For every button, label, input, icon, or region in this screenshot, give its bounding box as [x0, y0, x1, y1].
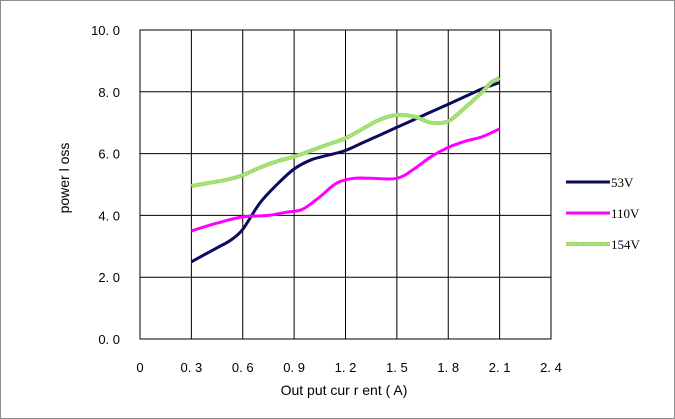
x-tick-label: 0. 9 [283, 360, 305, 375]
x-tick-label: 2. 4 [540, 360, 562, 375]
y-tick-label: 0. 0 [98, 332, 120, 347]
series-line-53v [190, 81, 501, 264]
x-tick-labels: 0 0. 3 0. 6 0. 9 1. 2 1. 5 1. 8 2. 1 2. 4 [136, 360, 561, 375]
y-tick-label: 4. 0 [98, 208, 120, 223]
y-tick-label: 2. 0 [98, 270, 120, 285]
x-tick-label: 1. 2 [335, 360, 357, 375]
x-tick-label: 0. 6 [232, 360, 254, 375]
y-tick-label: 8. 0 [98, 85, 120, 100]
x-tick-label: 1. 5 [386, 360, 408, 375]
legend-label-154v: 154V [611, 237, 641, 252]
series-line-texture-154v [191, 77, 500, 187]
y-tick-labels: 0. 0 2. 0 4. 0 6. 0 8. 0 10. 0 [91, 23, 120, 347]
y-axis-title: power l oss [56, 143, 72, 214]
legend-label-110v: 110V [611, 206, 640, 221]
series-line-110v [190, 127, 501, 233]
legend: 53V 110V 154V [566, 175, 641, 252]
x-tick-label: 0. 3 [181, 360, 203, 375]
legend-label-53v: 53V [611, 175, 634, 190]
x-tick-label: 2. 1 [489, 360, 511, 375]
x-axis-title: Out put cur r ent ( A) [281, 382, 408, 398]
series-layer [190, 76, 501, 264]
y-tick-label: 10. 0 [91, 23, 120, 38]
grid-lines [139, 29, 552, 340]
x-tick-label: 1. 8 [437, 360, 459, 375]
y-tick-label: 6. 0 [98, 147, 120, 162]
x-tick-label: 0 [136, 360, 143, 375]
